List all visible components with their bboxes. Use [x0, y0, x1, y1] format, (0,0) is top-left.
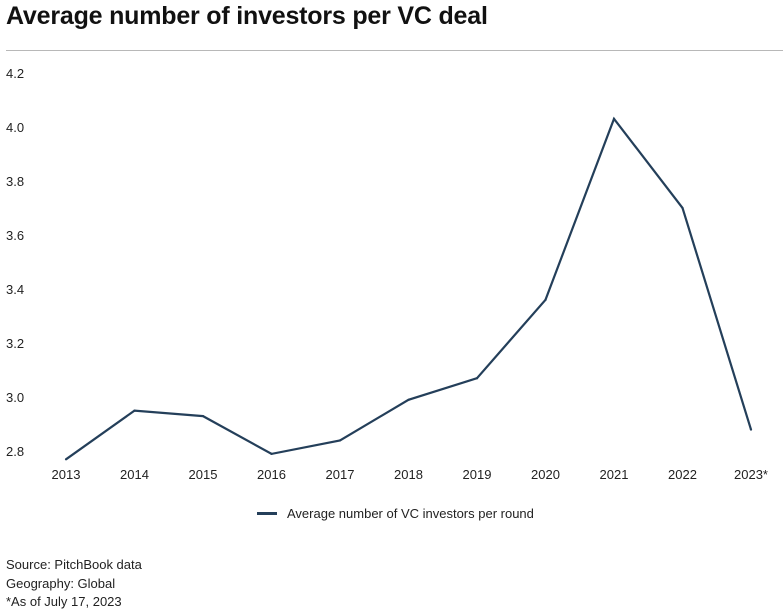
data-point-2015 — [201, 414, 205, 418]
data-point-2023* — [749, 428, 753, 431]
y-tick-label-4: 3.6 — [6, 228, 24, 243]
chart-title: Average number of investors per VC deal — [6, 2, 488, 30]
chart-legend: Average number of VC investors per round — [257, 506, 534, 521]
title-divider — [6, 50, 783, 51]
as-of-note: *As of July 17, 2023 — [6, 594, 122, 609]
data-point-2020 — [544, 298, 547, 301]
data-point-2022 — [681, 206, 684, 210]
data-point-2013 — [64, 458, 68, 461]
x-axis-labels: 2013 2014 2015 2016 2017 2018 2019 2020 2021 2022… — [52, 467, 768, 482]
source-note: Source: PitchBook data — [6, 557, 142, 572]
x-tick-label-10: 2023* — [734, 467, 768, 482]
data-point-2019 — [475, 377, 479, 380]
y-tick-label-7: 4.2 — [6, 66, 24, 81]
y-axis-labels: 2.8 3.0 3.2 3.4 3.6 3.8 4.0 4.2 — [6, 66, 24, 459]
x-tick-label-4: 2017 — [326, 467, 355, 482]
y-tick-label-6: 4.0 — [6, 120, 24, 135]
x-tick-label-9: 2022 — [668, 467, 697, 482]
data-point-2021 — [612, 117, 616, 120]
y-tick-label-1: 3.0 — [6, 390, 24, 405]
x-tick-label-6: 2019 — [463, 467, 492, 482]
line-chart: 2.83.03.23.43.63.84.04.2 2013 2014 2015 201… — [6, 66, 768, 482]
legend-label: Average number of VC investors per round — [287, 506, 534, 521]
y-tick-label-3: 3.4 — [6, 282, 24, 297]
x-tick-label-7: 2020 — [531, 467, 560, 482]
x-tick-label-0: 2013 — [52, 467, 81, 482]
data-point-2017 — [338, 439, 342, 442]
legend-swatch — [257, 512, 277, 515]
geography-note: Geography: Global — [6, 575, 116, 591]
series-line-0 — [65, 116, 753, 461]
y-tick-label-5: 3.8 — [6, 174, 24, 189]
x-tick-label-1: 2014 — [120, 467, 149, 482]
chart-footer: Source: PitchBook data Geography: Global… — [6, 556, 142, 612]
y-tick-label-0: 2.8 — [6, 444, 24, 459]
x-tick-label-3: 2016 — [257, 467, 286, 482]
x-tick-label-2: 2015 — [189, 467, 218, 482]
x-tick-label-8: 2021 — [600, 467, 629, 482]
y-tick-label-2: 3.2 — [6, 336, 24, 351]
data-point-2016 — [270, 452, 273, 455]
data-point-2014 — [133, 409, 136, 412]
x-tick-label-5: 2018 — [394, 467, 423, 482]
series-points — [64, 117, 753, 461]
data-point-2018 — [407, 398, 410, 401]
series-lines — [65, 116, 753, 461]
